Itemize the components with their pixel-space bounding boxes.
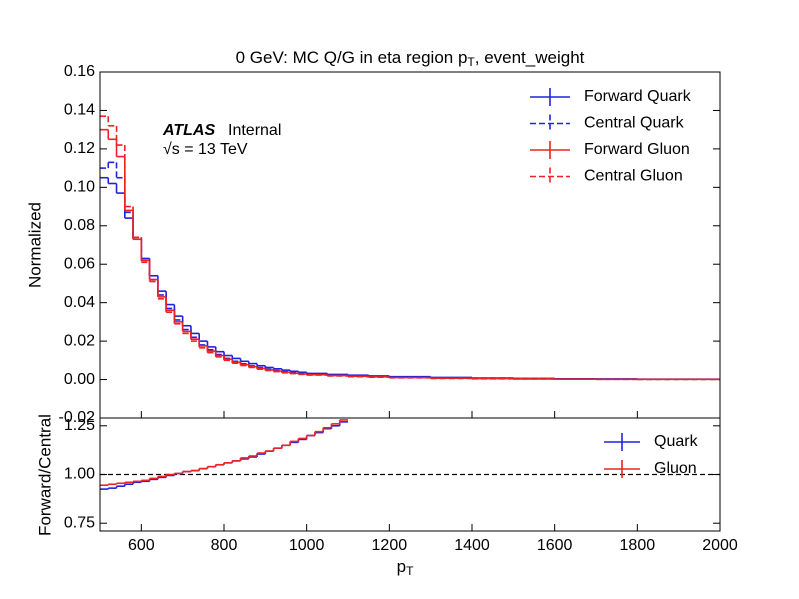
y-tick-label: 1.25 [64,417,95,434]
x-tick-label: 1200 [372,537,408,554]
y-tick-label: 0.08 [64,217,95,234]
x-tick-label: 600 [128,537,155,554]
x-tick-label: 800 [211,537,238,554]
y-axis-label: Forward/Central [35,414,54,536]
y-tick-label: 0.75 [64,514,95,531]
y-tick-label: 0.12 [64,140,95,157]
legend-label: Gluon [654,460,697,477]
plot-area [100,115,720,381]
legend-label: Forward Quark [584,88,692,105]
legend-label: Forward Gluon [584,141,690,158]
step-riser [107,419,341,486]
x-axis-label: pT [397,557,414,578]
x-tick-label: 2000 [702,537,738,554]
step-riser [107,116,597,380]
atlas-status: Internal [228,122,281,139]
x-tick-label: 1400 [454,537,490,554]
y-tick-label: 0.16 [64,63,95,80]
plot-area [100,419,348,490]
x-tick-label: 1000 [289,537,325,554]
axes-frame [99,417,721,532]
y-axis-label: Normalized [25,202,44,288]
x-tick-label: 1800 [620,537,656,554]
legend-label: Quark [654,433,699,450]
y-tick-label: 0.00 [64,371,95,388]
chart-title: 0 GeV: MC Q/G in eta region pT, event_we… [236,48,585,69]
y-tick-label: 0.06 [64,255,95,272]
atlas-label: ATLAS [162,122,215,139]
y-tick-label: 0.02 [64,332,95,349]
energy-label: √s = 13 TeV [163,141,248,158]
y-tick-label: 0.04 [64,294,95,311]
y-tick-label: -0.02 [59,409,96,426]
y-tick-label: 0.14 [64,102,95,119]
legend-label: Central Quark [584,115,685,132]
y-tick-label: 0.10 [64,179,95,196]
y-tick-label: 1.00 [64,466,95,483]
legend-label: Central Gluon [584,168,683,185]
x-tick-label: 1600 [537,537,573,554]
